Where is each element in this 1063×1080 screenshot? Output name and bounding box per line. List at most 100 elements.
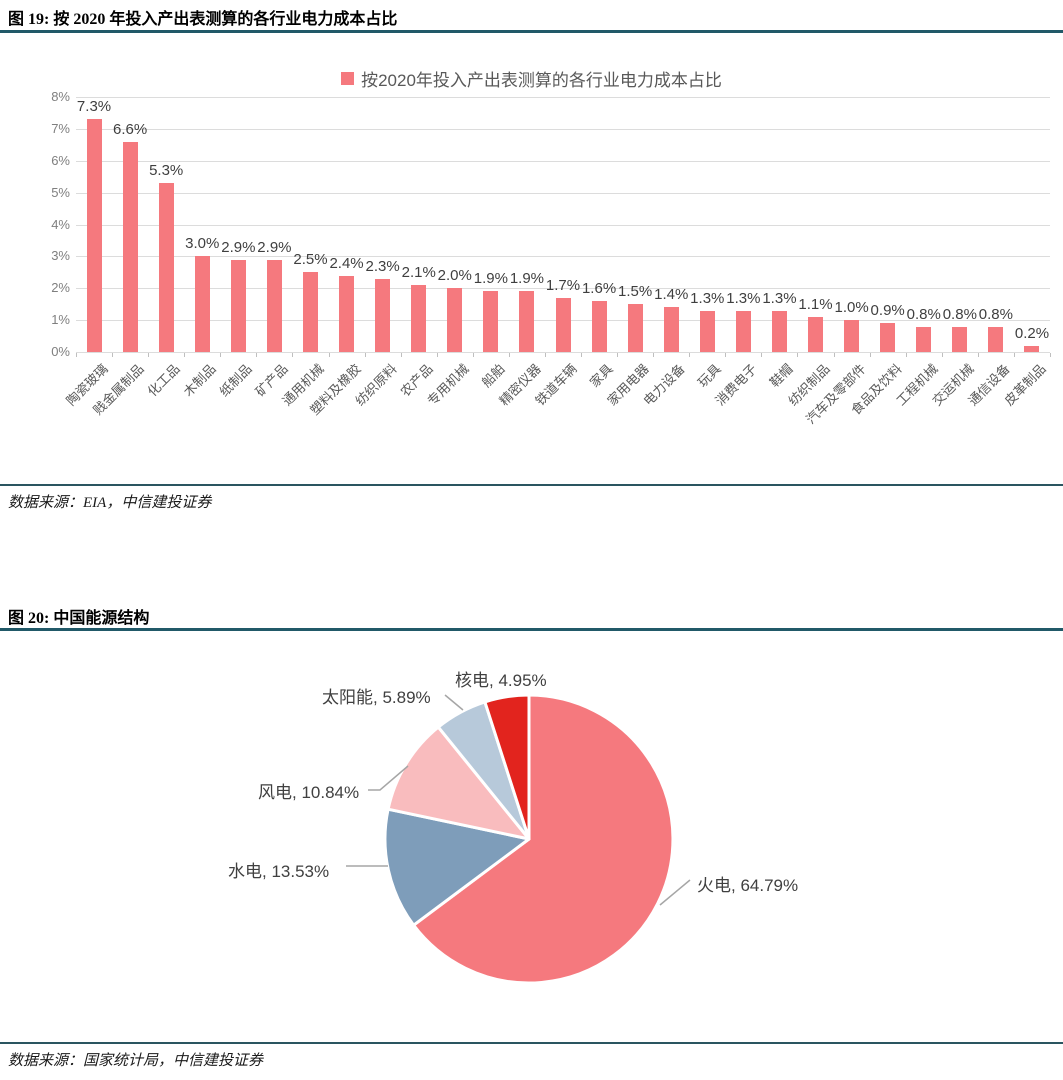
grid-line (76, 224, 1050, 226)
bar (158, 183, 174, 352)
bar (483, 291, 499, 352)
y-axis-tick-label: 7% (51, 120, 70, 136)
pie-slice-水电 (383, 807, 531, 927)
axis-tick (581, 353, 583, 357)
axis-tick (761, 353, 763, 357)
bar (519, 291, 535, 352)
figure20-title: 图 20: 中国能源结构 (8, 610, 150, 627)
axis-tick (400, 353, 402, 357)
bar (699, 310, 715, 352)
pie-slice-风电 (386, 725, 531, 841)
figure19-title: 图 19: 按 2020 年投入产出表测算的各行业电力成本占比 (8, 11, 398, 28)
pie-leader-line-太阳能 (444, 694, 464, 711)
bar-value-label: 2.4% (329, 254, 364, 272)
bar-chart: 0% 1% 2% 3% 4% 5% 6% 7% 8% 7.3% 陶瓷玻璃 6.6% 贱金属制品 5.3% 化… (0, 0, 1063, 480)
figure20-header-rule (0, 628, 1063, 631)
pie-label-风电: 风电, 10.84% (258, 783, 360, 802)
bar (447, 288, 463, 352)
figure19-source-rule (0, 484, 1063, 486)
grid-line (76, 97, 1050, 98)
axis-tick (364, 353, 366, 357)
pie-leader-line-火电 (659, 879, 691, 906)
figure19-source: 数据来源：EIA，中信建投证券 (8, 495, 212, 511)
bar (375, 278, 391, 352)
bar-value-label: 1.3% (690, 289, 725, 307)
y-axis-tick-label: 6% (51, 152, 70, 168)
bar-value-label: 2.0% (437, 267, 472, 285)
bar (988, 326, 1004, 352)
bar (122, 141, 138, 352)
legend-label: 按2020年投入产出表测算的各行业电力成本占比 (361, 71, 722, 90)
bar (411, 285, 427, 352)
bar (302, 272, 318, 352)
grid-line (76, 192, 1050, 194)
bar-value-label: 2.9% (257, 238, 292, 256)
axis-tick (1050, 353, 1051, 357)
bar (555, 297, 571, 352)
bar (735, 310, 751, 352)
bar-value-label: 1.4% (654, 286, 689, 304)
figure19-header-rule (0, 30, 1063, 33)
axis-tick (869, 353, 871, 357)
y-axis-tick-label: 8% (51, 89, 70, 104)
axis-tick (689, 353, 691, 357)
y-axis-tick-label: 5% (51, 184, 70, 200)
figure20-source-rule (0, 1042, 1063, 1044)
axis-tick (617, 353, 619, 357)
bar-value-label: 0.9% (870, 302, 905, 320)
bar-value-label: 1.9% (509, 270, 545, 288)
bar-value-label: 1.3% (726, 289, 761, 307)
bar-value-label: 2.5% (293, 251, 328, 269)
legend-swatch-icon (341, 72, 355, 85)
bar-value-label: 0.8% (942, 305, 977, 323)
bar (266, 259, 282, 352)
axis-tick (112, 353, 114, 357)
pie-leader-line-风电 (368, 765, 409, 791)
grid-line (76, 352, 1050, 353)
bar (86, 119, 102, 352)
bar (880, 323, 896, 352)
bar-value-label: 1.9% (473, 270, 508, 288)
bar-value-label: 3.0% (185, 235, 220, 253)
bar-value-label: 2.9% (221, 238, 256, 256)
bar (808, 316, 824, 352)
bar (627, 304, 643, 352)
axis-tick (436, 353, 438, 357)
axis-tick (472, 353, 474, 357)
axis-tick (292, 353, 294, 357)
axis-tick (1013, 353, 1015, 357)
bar (194, 256, 210, 352)
bar-value-label: 1.0% (834, 299, 869, 317)
bar-value-label: 1.7% (545, 276, 581, 294)
bar-value-label: 0.8% (906, 305, 941, 323)
axis-tick (941, 353, 943, 357)
bar-value-label: 1.5% (618, 283, 653, 301)
y-axis-tick-label: 0% (51, 344, 70, 359)
figure20-source: 数据来源：国家统计局，中信建投证券 (8, 1053, 264, 1069)
bar (591, 301, 607, 352)
axis-tick (833, 353, 835, 357)
pie-slice-火电 (412, 693, 675, 985)
bar-value-label: 1.3% (762, 289, 797, 307)
axis-tick (328, 353, 330, 357)
axis-tick (256, 353, 258, 357)
bar-value-label: 1.1% (798, 295, 833, 313)
axis-tick (544, 353, 546, 357)
grid-line (76, 160, 1050, 162)
axis-tick (220, 353, 222, 357)
bar-value-label: 6.6% (113, 120, 148, 138)
bar-value-label: 2.1% (401, 264, 436, 282)
axis-tick (725, 353, 727, 357)
bar (663, 307, 679, 352)
y-axis-tick-label: 3% (51, 248, 70, 264)
bar (844, 320, 860, 352)
bar (952, 326, 968, 352)
bar (916, 326, 932, 352)
axis-tick (184, 353, 186, 357)
bar-chart-legend: 按2020年投入产出表测算的各行业电力成本占比 (0, 66, 1063, 91)
pie-label-太阳能: 太阳能, 5.89% (322, 688, 431, 707)
axis-tick (508, 353, 510, 357)
bar (230, 259, 246, 352)
bar-value-label: 0.2% (1014, 324, 1050, 342)
